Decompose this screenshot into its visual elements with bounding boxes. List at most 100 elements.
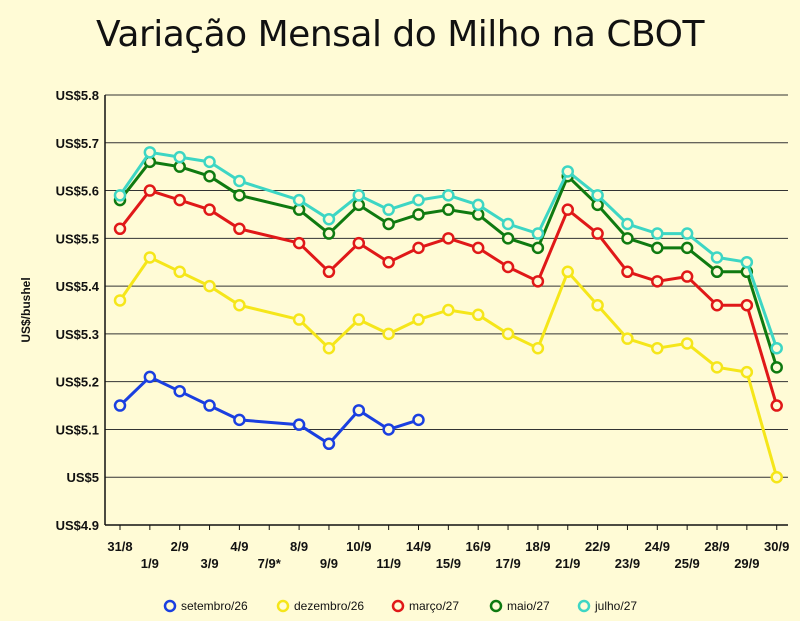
data-point xyxy=(203,155,216,169)
y-tick-label: US$5.7 xyxy=(56,136,99,151)
series-lines xyxy=(113,146,783,484)
x-tick-label: 17/9 xyxy=(495,556,520,571)
data-point xyxy=(621,232,634,245)
data-point xyxy=(412,413,425,427)
data-point xyxy=(651,341,664,355)
x-tick-label: 21/9 xyxy=(555,556,580,571)
legend-label: setembro/26 xyxy=(181,599,248,613)
x-tick-label: 1/9 xyxy=(141,556,159,571)
data-point xyxy=(710,265,724,279)
x-tick-label: 3/9 xyxy=(201,556,219,571)
data-point xyxy=(143,184,157,197)
data-point xyxy=(292,193,306,207)
data-point xyxy=(740,365,754,379)
data-point xyxy=(292,236,306,250)
legend-item: março/27 xyxy=(391,599,459,613)
legend-marker xyxy=(163,599,177,613)
data-point xyxy=(173,384,186,398)
data-point xyxy=(471,198,485,212)
data-point xyxy=(173,265,186,279)
x-tick-label: 8/9 xyxy=(290,539,308,554)
data-point xyxy=(531,227,545,240)
grid-lines xyxy=(105,94,788,526)
data-point xyxy=(710,298,724,312)
data-point xyxy=(203,203,216,216)
legend-marker xyxy=(276,599,290,613)
series-path xyxy=(118,255,779,478)
y-axis-label: US$/bushel xyxy=(19,277,33,342)
data-point xyxy=(531,241,545,255)
x-tick-label: 23/9 xyxy=(615,556,640,571)
data-point xyxy=(143,370,157,384)
data-point xyxy=(233,189,246,202)
series-line xyxy=(113,251,783,484)
data-point xyxy=(113,189,127,202)
data-point xyxy=(322,227,336,240)
legend-item: julho/27 xyxy=(577,599,637,613)
legend-item: dezembro/26 xyxy=(276,599,364,613)
series-path xyxy=(118,150,779,349)
data-point xyxy=(501,217,515,231)
data-point xyxy=(292,313,306,326)
data-point xyxy=(143,146,157,159)
data-point xyxy=(680,337,694,350)
x-tick-label: 25/9 xyxy=(674,556,699,571)
data-point xyxy=(113,222,127,236)
x-tick-labels: 31/8 1/9 2/9 3/9 4/9 7/9* 8/9 9/9 10/9 11/9 14/9 15… xyxy=(107,525,789,571)
data-point xyxy=(352,313,366,326)
x-tick-label: 11/9 xyxy=(376,556,401,571)
x-tick-label: 22/9 xyxy=(585,539,610,554)
data-point xyxy=(233,413,246,427)
data-point xyxy=(412,208,425,221)
data-point xyxy=(591,298,604,312)
data-point xyxy=(561,265,574,279)
series-line xyxy=(113,184,783,412)
data-point xyxy=(740,298,754,312)
data-point xyxy=(442,303,455,317)
data-point xyxy=(651,275,664,288)
data-point xyxy=(621,265,634,279)
series-line xyxy=(113,370,425,451)
x-tick-label: 4/9 xyxy=(230,539,248,554)
data-point xyxy=(113,399,127,412)
data-point xyxy=(531,341,545,355)
x-tick-label: 7/9* xyxy=(258,556,282,571)
y-tick-label: US$5.5 xyxy=(56,231,99,246)
legend-label: julho/27 xyxy=(594,599,637,613)
axes xyxy=(104,95,788,526)
x-tick-label: 31/8 xyxy=(107,539,132,554)
legend-label: dezembro/26 xyxy=(294,599,364,613)
data-point xyxy=(501,327,515,341)
data-point xyxy=(352,404,366,417)
legend-label: março/27 xyxy=(409,599,459,613)
y-tick-label: US$5.3 xyxy=(56,327,99,342)
legend-label: maio/27 xyxy=(507,599,550,613)
data-point xyxy=(203,169,216,183)
data-point xyxy=(651,227,664,240)
y-tick-label: US$5 xyxy=(66,470,99,485)
data-point xyxy=(770,361,783,374)
data-point xyxy=(203,279,216,293)
legend: setembro/26 dezembro/26 março/27 maio/27 jul… xyxy=(163,599,637,613)
data-point xyxy=(442,232,455,245)
x-tick-label: 18/9 xyxy=(525,539,550,554)
legend-item: maio/27 xyxy=(489,599,550,613)
x-tick-label: 2/9 xyxy=(171,539,189,554)
x-tick-label: 28/9 xyxy=(704,539,729,554)
x-tick-label: 15/9 xyxy=(436,556,461,571)
data-point xyxy=(143,251,157,264)
data-point xyxy=(382,423,395,436)
series-path xyxy=(118,160,779,368)
data-point xyxy=(680,241,694,255)
y-tick-label: US$4.9 xyxy=(56,518,99,533)
data-point xyxy=(442,203,455,216)
data-point xyxy=(770,341,783,355)
data-point xyxy=(710,251,724,264)
data-point xyxy=(651,241,664,255)
x-tick-label: 14/9 xyxy=(406,539,431,554)
data-point xyxy=(621,332,634,345)
data-point xyxy=(113,294,127,307)
data-point xyxy=(322,341,336,355)
data-point xyxy=(591,189,604,202)
data-point xyxy=(770,399,783,412)
